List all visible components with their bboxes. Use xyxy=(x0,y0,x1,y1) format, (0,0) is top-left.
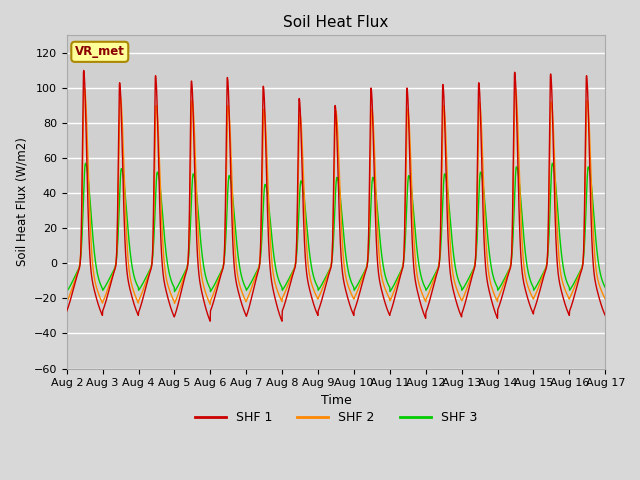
SHF 1 xyxy=(63,308,70,314)
SHF 3 xyxy=(213,277,221,283)
SHF 2 xyxy=(554,243,562,249)
Title: Soil Heat Flux: Soil Heat Flux xyxy=(284,15,388,30)
SHF 2 xyxy=(364,260,371,266)
SHF 2 xyxy=(206,301,214,307)
SHF 3 xyxy=(569,282,577,288)
SHF 1 xyxy=(80,68,88,73)
SHF 1 xyxy=(554,270,562,276)
SHF 3 xyxy=(364,262,371,268)
SHF 1 xyxy=(352,303,360,309)
SHF 1 xyxy=(493,314,500,320)
SHF 1 xyxy=(569,298,577,303)
SHF 2 xyxy=(213,281,221,287)
X-axis label: Time: Time xyxy=(321,394,351,407)
Line: SHF 1: SHF 1 xyxy=(67,71,605,321)
Line: SHF 3: SHF 3 xyxy=(67,163,605,291)
SHF 1 xyxy=(602,312,609,318)
SHF 3 xyxy=(492,282,500,288)
SHF 2 xyxy=(511,85,519,91)
SHF 2 xyxy=(352,292,360,298)
SHF 3 xyxy=(351,286,359,291)
SHF 1 xyxy=(364,260,371,265)
SHF 2 xyxy=(602,296,609,302)
SHF 1 xyxy=(213,286,221,291)
Legend: SHF 1, SHF 2, SHF 3: SHF 1, SHF 2, SHF 3 xyxy=(189,406,483,429)
Y-axis label: Soil Heat Flux (W/m2): Soil Heat Flux (W/m2) xyxy=(15,137,28,266)
SHF 2 xyxy=(493,297,500,302)
SHF 3 xyxy=(602,285,609,290)
SHF 3 xyxy=(554,210,562,216)
SHF 2 xyxy=(63,299,70,305)
SHF 3 xyxy=(63,288,70,294)
SHF 1 xyxy=(278,318,286,324)
Text: VR_met: VR_met xyxy=(75,45,125,59)
Line: SHF 2: SHF 2 xyxy=(67,88,605,304)
SHF 2 xyxy=(569,288,577,293)
SHF 3 xyxy=(548,160,556,166)
